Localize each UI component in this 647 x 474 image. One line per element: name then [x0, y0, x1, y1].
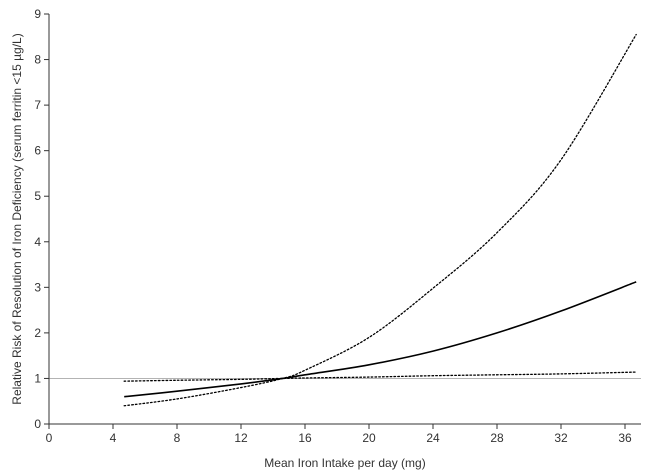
y-tick-label: 8 — [34, 53, 41, 67]
x-ticks: 0 4 8 12 16 20 24 28 32 36 — [46, 424, 632, 445]
y-tick-label: 4 — [34, 235, 41, 249]
x-tick-label: 16 — [298, 431, 312, 445]
x-axis-title: Mean Iron Intake per day (mg) — [264, 456, 425, 470]
y-tick-label: 1 — [34, 371, 41, 385]
series-line-upper-bound — [123, 33, 637, 407]
y-tick-label: 5 — [34, 189, 41, 203]
x-tick-label: 24 — [426, 431, 440, 445]
y-tick-label: 3 — [34, 280, 41, 294]
y-tick-label: 7 — [34, 98, 41, 112]
y-tick-label: 9 — [34, 7, 41, 21]
x-tick-label: 36 — [618, 431, 632, 445]
x-tick-label: 12 — [234, 431, 248, 445]
axis-layer — [48, 14, 641, 425]
y-tick-label: 2 — [34, 326, 41, 340]
y-tick-label: 0 — [34, 417, 41, 431]
x-tick-label: 0 — [46, 431, 53, 445]
x-tick-label: 32 — [554, 431, 568, 445]
series-layer — [123, 33, 637, 407]
x-tick-label: 20 — [362, 431, 376, 445]
y-axis-title: Relative Risk of Resolution of Iron Defi… — [10, 33, 24, 404]
x-tick-label: 28 — [490, 431, 504, 445]
y-ticks: 0 1 2 3 4 5 6 7 8 9 — [34, 7, 49, 431]
x-tick-label: 4 — [110, 431, 117, 445]
x-tick-label: 8 — [174, 431, 181, 445]
series-line-lower-bound — [123, 371, 637, 382]
series-line-estimate — [124, 281, 637, 398]
y-tick-label: 6 — [34, 144, 41, 158]
